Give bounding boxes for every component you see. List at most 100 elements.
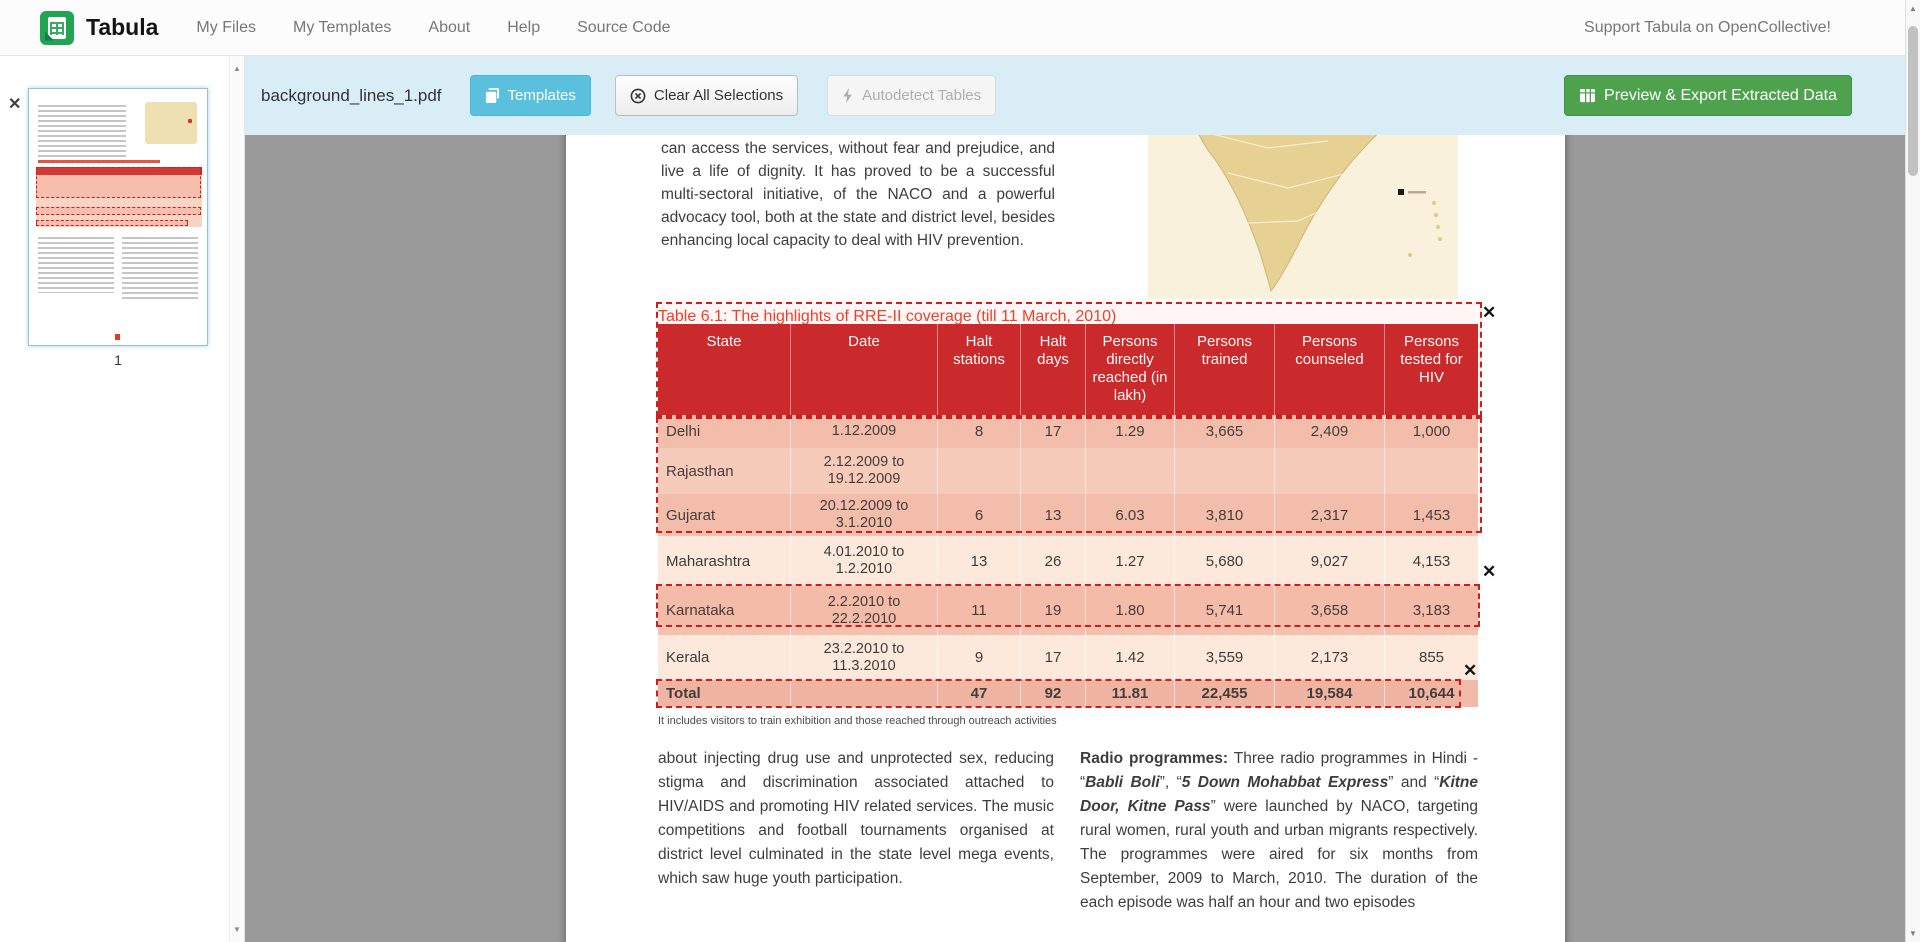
table-cell (1020, 448, 1085, 494)
page-thumbnail[interactable] (28, 88, 208, 346)
table-cell: 9,027 (1274, 536, 1384, 586)
nav-my-files[interactable]: My Files (196, 18, 256, 36)
table-cell: 20.12.2009 to 3.1.2010 (790, 494, 937, 536)
table-cell: 2,317 (1274, 494, 1384, 536)
templates-icon (485, 88, 499, 103)
table-cell: 1.27 (1085, 536, 1174, 586)
table-header-cell: Halt stations (937, 324, 1020, 415)
main-column: background_lines_1.pdf Templates Clear A… (245, 56, 1905, 942)
thumb-text-block (38, 105, 126, 157)
pdf-table: State Date Halt stations Halt days Perso… (658, 324, 1478, 707)
pdf-page: can access the services, without fear an… (566, 135, 1565, 942)
table-cell: 4.01.2010 to 1.2.2010 (790, 536, 937, 586)
table-row: Delhi 1.12.2009 8 17 1.29 3,665 2,409 1,… (658, 415, 1478, 448)
thumb-map (145, 102, 197, 144)
table-cell: 3,810 (1174, 494, 1274, 536)
table-header-cell: Persons counseled (1274, 324, 1384, 415)
table-title: Table 6.1: The highlights of RRE-II cove… (658, 308, 1117, 325)
table-cell: 2,173 (1274, 635, 1384, 680)
table-cell: 17 (1020, 415, 1085, 448)
app-body: ✕ 1 ▲ ▼ background_lines_1.pdf (0, 56, 1905, 942)
pdf-paragraph-top: can access the services, without fear an… (661, 140, 1055, 249)
table-cell: 47 (937, 680, 1020, 707)
table-header-cell: Persons tested for HIV (1384, 324, 1478, 415)
table-cell: Rajasthan (666, 462, 734, 480)
table-cell: 22,455 (1174, 680, 1274, 707)
table-cell: 1.42 (1085, 635, 1174, 680)
table-cell: 13 (937, 536, 1020, 586)
sidebar-scrollbar[interactable]: ▲ ▼ (229, 56, 244, 942)
window-scrollbar[interactable]: ▲ ▼ (1905, 0, 1920, 942)
table-header-cell: State (706, 333, 742, 350)
table-cell (1174, 448, 1274, 494)
table-cell: Maharashtra (666, 552, 751, 570)
pdf-paragraph-right: Radio programmes: Three radio programmes… (1080, 750, 1479, 911)
table-row: Kerala 23.2.2010 to 11.3.2010 9 17 1.42 … (658, 635, 1478, 680)
table-cell: Gujarat (666, 506, 716, 524)
lightning-icon (843, 88, 852, 103)
radio-programmes-lead: Radio programmes: (1080, 750, 1229, 767)
page-number: 1 (114, 352, 122, 368)
table-cell (1384, 448, 1478, 494)
table-cell: 1,000 (1384, 415, 1478, 448)
table-footnote: It includes visitors to train exhibition… (658, 715, 1057, 727)
selection-close-icon[interactable]: ✕ (1463, 661, 1478, 680)
table-cell: 1,453 (1384, 494, 1478, 536)
remove-page-icon[interactable]: ✕ (8, 96, 22, 113)
scroll-down-icon[interactable]: ▼ (233, 925, 241, 934)
table-cell: 5,680 (1174, 536, 1274, 586)
table-cell: 19,584 (1274, 680, 1384, 707)
table-header-cell: Date (790, 324, 937, 415)
table-cell: Delhi (666, 423, 701, 440)
selection-box-header[interactable] (656, 302, 1482, 417)
table-cell: 4,153 (1384, 536, 1478, 586)
table-cell: 2.12.2009 to 19.12.2009 (790, 448, 937, 494)
table-cell: 2,409 (1274, 415, 1384, 448)
table-cell: 1.29 (1085, 415, 1174, 448)
tabula-logo-icon (40, 10, 74, 45)
table-cell: Kerala (666, 649, 710, 666)
nav-source-code[interactable]: Source Code (577, 18, 671, 36)
selection-box-total[interactable] (656, 679, 1461, 708)
toolbar: background_lines_1.pdf Templates Clear A… (245, 56, 1905, 135)
pdf-viewport[interactable]: can access the services, without fear an… (245, 135, 1905, 942)
nav-my-templates[interactable]: My Templates (292, 18, 392, 36)
selection-close-icon[interactable]: ✕ (1482, 562, 1497, 581)
table-row: Gujarat 20.12.2009 to 3.1.2010 6 13 6.03… (658, 494, 1478, 536)
nav-about[interactable]: About (428, 18, 471, 36)
table-cell (1085, 448, 1174, 494)
table-cell: 3,559 (1174, 635, 1274, 680)
table-cell: 92 (1020, 680, 1085, 707)
nav-help[interactable]: Help (507, 18, 541, 36)
thumb-marker (115, 334, 120, 340)
table-cell: 3,183 (1384, 586, 1478, 635)
autodetect-tables-button[interactable]: Autodetect Tables (827, 75, 997, 116)
clear-icon (630, 88, 646, 103)
table-cell (790, 680, 937, 707)
table-cell: 13 (1020, 494, 1085, 536)
table-cell: 11.81 (1085, 680, 1174, 707)
support-link[interactable]: Support Tabula on OpenCollective! (1584, 18, 1831, 36)
thumb-text-col-left (38, 237, 114, 293)
selection-box-karnataka[interactable] (656, 584, 1480, 627)
scrollbar-thumb[interactable] (1908, 26, 1918, 176)
templates-button[interactable]: Templates (469, 75, 591, 116)
table-icon (1580, 88, 1596, 103)
scroll-down-icon[interactable]: ▼ (1909, 929, 1917, 938)
table-cell: 3,665 (1174, 415, 1274, 448)
table-cell (1274, 448, 1384, 494)
selection-close-icon[interactable]: ✕ (1482, 303, 1497, 322)
selection-box-rows[interactable] (656, 417, 1482, 533)
table-cell: 1.12.2009 (790, 415, 937, 448)
export-button[interactable]: Preview & Export Extracted Data (1564, 75, 1852, 116)
clear-selections-button[interactable]: Clear All Selections (614, 75, 799, 116)
scroll-up-icon[interactable]: ▲ (233, 64, 241, 73)
sidebar: ✕ 1 ▲ ▼ (0, 56, 245, 942)
scroll-up-icon[interactable]: ▲ (1909, 4, 1917, 13)
table-cell: Karnataka (666, 602, 735, 619)
india-map-image (1148, 135, 1458, 299)
table-cell: 19 (1020, 586, 1085, 635)
thumb-text-col-right (122, 237, 198, 299)
table-cell (937, 448, 1020, 494)
table-header-cell: Persons directly reached (in lakh) (1085, 324, 1174, 415)
